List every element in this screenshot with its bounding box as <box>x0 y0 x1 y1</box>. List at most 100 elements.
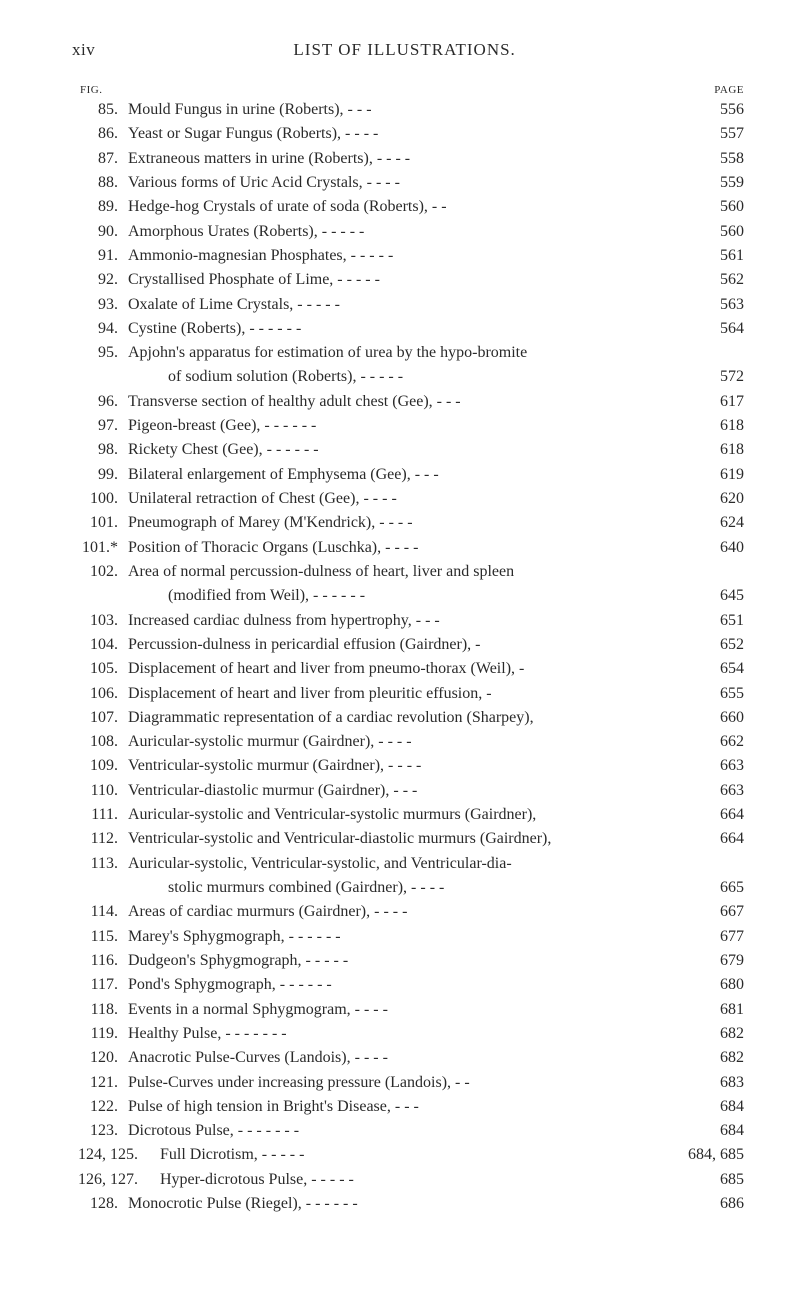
list-item: 124, 125.Full Dicrotism, - - - - - 684, … <box>72 1143 744 1167</box>
entry-text: Auricular-systolic, Ventricular-systolic… <box>128 852 692 876</box>
entry-text: Ventricular-diastolic murmur (Gairdner),… <box>128 779 692 803</box>
list-item: 113.Auricular-systolic, Ventricular-syst… <box>72 852 744 876</box>
entry-page-number: 665 <box>692 876 744 900</box>
list-item: 111.Auricular-systolic and Ventricular-s… <box>72 803 744 827</box>
list-item: 110.Ventricular-diastolic murmur (Gairdn… <box>72 779 744 803</box>
entry-text: Areas of cardiac murmurs (Gairdner), - -… <box>128 900 692 924</box>
entry-number: 98. <box>72 438 128 462</box>
entry-text: Transverse section of healthy adult ches… <box>128 390 692 414</box>
entry-page-number: 617 <box>692 390 744 414</box>
entry-text: Apjohn's apparatus for estimation of ure… <box>128 341 692 365</box>
entry-page-number: 563 <box>692 293 744 317</box>
entry-number: 85. <box>72 98 128 122</box>
list-item: 89.Hedge-hog Crystals of urate of soda (… <box>72 195 744 219</box>
entry-page-number: 560 <box>692 195 744 219</box>
entry-page-number: 685 <box>692 1168 744 1192</box>
entry-page-number: 682 <box>692 1022 744 1046</box>
list-item: 90.Amorphous Urates (Roberts), - - - - -… <box>72 220 744 244</box>
entry-page-number: 655 <box>692 682 744 706</box>
entry-number: 93. <box>72 293 128 317</box>
entry-number: 94. <box>72 317 128 341</box>
entry-text: Pulse of high tension in Bright's Diseas… <box>128 1095 692 1119</box>
entry-number: 107. <box>72 706 128 730</box>
entry-number: 102. <box>72 560 128 584</box>
list-item: 115.Marey's Sphygmograph, - - - - - - 67… <box>72 925 744 949</box>
entry-page-number: 664 <box>692 803 744 827</box>
entry-page-number: 556 <box>692 98 744 122</box>
list-item: 116.Dudgeon's Sphygmograph, - - - - - 67… <box>72 949 744 973</box>
list-item: 104.Percussion-dulness in pericardial ef… <box>72 633 744 657</box>
entry-text: Auricular-systolic and Ventricular-systo… <box>128 803 692 827</box>
entry-page-number: 557 <box>692 122 744 146</box>
entry-page-number: 680 <box>692 973 744 997</box>
entry-page-number: 686 <box>692 1192 744 1216</box>
entry-page-number: 620 <box>692 487 744 511</box>
entry-page-number: 679 <box>692 949 744 973</box>
entry-text: Oxalate of Lime Crystals, - - - - - <box>128 293 692 317</box>
entry-text: Increased cardiac dulness from hypertrop… <box>128 609 692 633</box>
list-item: (modified from Weil), - - - - - - 645 <box>72 584 744 608</box>
list-item: 114.Areas of cardiac murmurs (Gairdner),… <box>72 900 744 924</box>
entry-number: 110. <box>72 779 128 803</box>
entry-text: Hedge-hog Crystals of urate of soda (Rob… <box>128 195 692 219</box>
entry-page-number: 681 <box>692 998 744 1022</box>
entry-text: Auricular-systolic murmur (Gairdner), - … <box>128 730 692 754</box>
entry-page-number: 560 <box>692 220 744 244</box>
entry-page-number: 684, 685 <box>664 1143 744 1167</box>
entry-text: Pigeon-breast (Gee), - - - - - - <box>128 414 692 438</box>
list-item: 128.Monocrotic Pulse (Riegel), - - - - -… <box>72 1192 744 1216</box>
entry-number: 89. <box>72 195 128 219</box>
entry-text: Ventricular-systolic murmur (Gairdner), … <box>128 754 692 778</box>
list-item: 97.Pigeon-breast (Gee), - - - - - - 618 <box>72 414 744 438</box>
entry-number: 104. <box>72 633 128 657</box>
entry-number: 112. <box>72 827 128 851</box>
entry-text: Anacrotic Pulse-Curves (Landois), - - - … <box>128 1046 692 1070</box>
entry-number: 108. <box>72 730 128 754</box>
list-item: 99.Bilateral enlargement of Emphysema (G… <box>72 463 744 487</box>
entry-text: Dudgeon's Sphygmograph, - - - - - <box>128 949 692 973</box>
list-item: 101.*Position of Thoracic Organs (Luschk… <box>72 536 744 560</box>
list-item: 118.Events in a normal Sphygmogram, - - … <box>72 998 744 1022</box>
entry-text: Unilateral retraction of Chest (Gee), - … <box>128 487 692 511</box>
entry-number: 120. <box>72 1046 128 1070</box>
entry-number: 116. <box>72 949 128 973</box>
entry-number: 122. <box>72 1095 128 1119</box>
entry-text: Mould Fungus in urine (Roberts), - - - <box>128 98 692 122</box>
entry-text: Percussion-dulness in pericardial effusi… <box>128 633 692 657</box>
entry-page-number: 640 <box>692 536 744 560</box>
list-item: 100.Unilateral retraction of Chest (Gee)… <box>72 487 744 511</box>
entry-text: Ventricular-systolic and Ventricular-dia… <box>128 827 692 851</box>
entry-number: 86. <box>72 122 128 146</box>
entry-number: 90. <box>72 220 128 244</box>
entry-text: Ammonio-magnesian Phosphates, - - - - - <box>128 244 692 268</box>
entry-text: Pond's Sphygmograph, - - - - - - <box>128 973 692 997</box>
entry-number: 121. <box>72 1071 128 1095</box>
entry-page-number: 682 <box>692 1046 744 1070</box>
list-item: 117.Pond's Sphygmograph, - - - - - - 680 <box>72 973 744 997</box>
list-item: 98.Rickety Chest (Gee), - - - - - - 618 <box>72 438 744 462</box>
page-column-label: PAGE <box>714 84 744 96</box>
page-header-row: xiv LIST OF ILLUSTRATIONS. <box>72 40 744 60</box>
entry-page-number: 618 <box>692 438 744 462</box>
entry-page-number: 564 <box>692 317 744 341</box>
entry-text: Area of normal percussion-dulness of hea… <box>128 560 692 584</box>
list-item: 122.Pulse of high tension in Bright's Di… <box>72 1095 744 1119</box>
entry-text: Crystallised Phosphate of Lime, - - - - … <box>128 268 692 292</box>
entry-page-number: 652 <box>692 633 744 657</box>
entry-number: 118. <box>72 998 128 1022</box>
entry-page-number: 572 <box>692 365 744 389</box>
entry-page-number: 558 <box>692 147 744 171</box>
entry-number: 124, 125. <box>72 1143 160 1167</box>
column-labels-row: FIG. PAGE <box>72 84 744 96</box>
entry-number: 87. <box>72 147 128 171</box>
entry-text: Extraneous matters in urine (Roberts), -… <box>128 147 692 171</box>
entry-page-number: 618 <box>692 414 744 438</box>
list-item: stolic murmurs combined (Gairdner), - - … <box>72 876 744 900</box>
entry-text: stolic murmurs combined (Gairdner), - - … <box>128 876 692 900</box>
entry-text: Marey's Sphygmograph, - - - - - - <box>128 925 692 949</box>
entry-number: 113. <box>72 852 128 876</box>
list-item: 94.Cystine (Roberts), - - - - - - 564 <box>72 317 744 341</box>
list-item: 95.Apjohn's apparatus for estimation of … <box>72 341 744 365</box>
entry-number: 119. <box>72 1022 128 1046</box>
entry-page-number: 660 <box>692 706 744 730</box>
